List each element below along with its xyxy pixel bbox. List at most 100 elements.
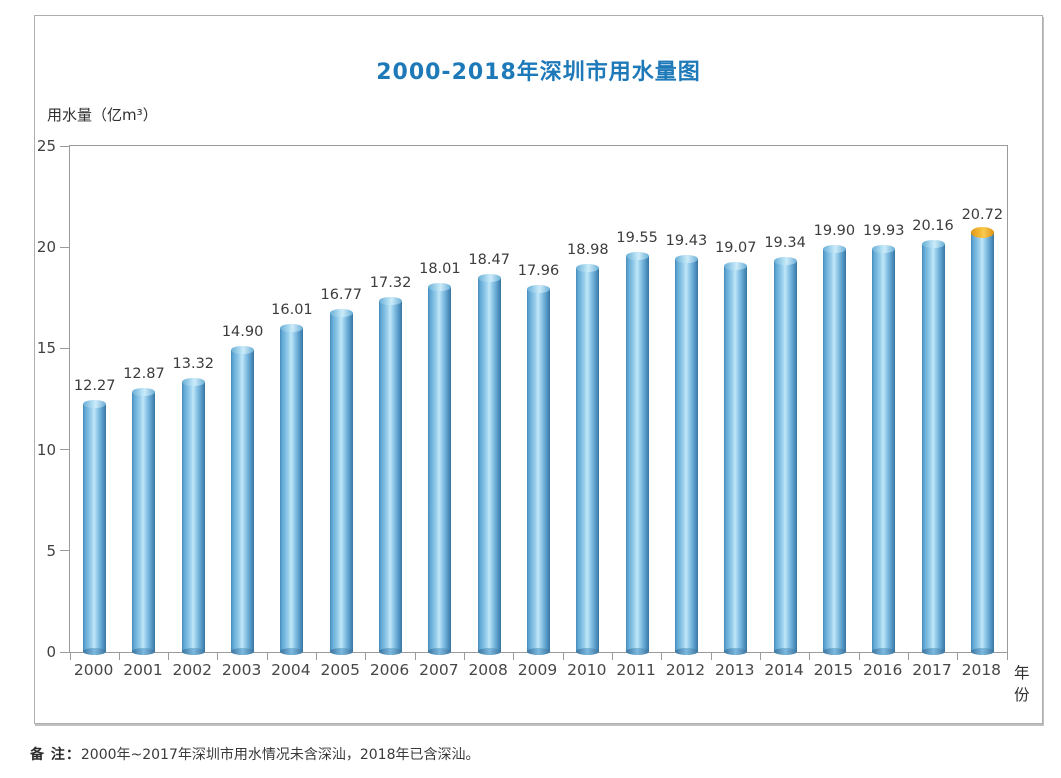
bar-bottom-cap <box>280 648 304 655</box>
x-tick-label: 2007 <box>419 661 459 679</box>
bar-top-cap <box>625 252 649 261</box>
bar <box>822 245 846 655</box>
x-tick-mark <box>365 653 367 660</box>
bar-top-cap <box>132 387 156 396</box>
chart-title: 2000-2018年深圳市用水量图 <box>376 60 701 85</box>
bar-value-label: 17.96 <box>517 262 560 279</box>
x-tick-label: 2013 <box>715 661 755 679</box>
footnote: 备 注：2000年~2017年深圳市用水情况未含深汕，2018年已含深汕。 <box>30 744 480 764</box>
bar-bottom-cap <box>527 648 550 655</box>
bar <box>428 283 452 655</box>
bar-top-cap <box>231 346 255 355</box>
bar-bottom-cap <box>428 648 452 655</box>
bar-bottom-cap <box>329 648 353 655</box>
bar-value-label: 12.87 <box>123 365 165 382</box>
bar-bottom-cap <box>231 648 255 655</box>
bar-top-cap <box>970 226 994 238</box>
bar <box>921 239 945 655</box>
bar-bottom-cap <box>625 648 649 655</box>
x-tick-mark <box>1006 653 1008 660</box>
bar <box>231 346 255 655</box>
x-tick-label: 2008 <box>468 661 508 679</box>
y-tick-mark <box>60 449 69 451</box>
bar-bottom-cap <box>674 648 698 655</box>
x-tick-mark <box>759 653 761 660</box>
x-tick-label: 2011 <box>616 661 656 679</box>
x-tick-label: 2012 <box>665 661 706 679</box>
bar <box>724 262 748 655</box>
bar-bottom-cap <box>379 648 403 655</box>
bar-value-label: 17.32 <box>369 275 412 292</box>
footnote-text: 2000年~2017年深圳市用水情况未含深汕，2018年已含深汕。 <box>80 747 480 763</box>
x-tick-mark <box>858 653 860 660</box>
bar <box>527 284 550 655</box>
bar-top-cap <box>181 378 205 387</box>
bar <box>872 244 896 655</box>
y-tick-label: 15 <box>36 339 56 358</box>
x-tick-mark <box>907 653 909 660</box>
y-tick-label: 0 <box>46 643 56 661</box>
bar <box>970 226 994 655</box>
x-tick-mark <box>118 653 120 660</box>
bar-value-label: 12.27 <box>73 377 116 394</box>
bar <box>280 323 304 655</box>
bar-value-label: 14.90 <box>221 324 264 341</box>
x-tick-mark <box>414 653 416 660</box>
plot-area: 0 5 10 15 20 25 12.27 12.87 13.32 14.90 16.01 16.77… <box>37 137 1008 661</box>
bar <box>132 387 156 655</box>
bar-bottom-cap <box>83 648 107 655</box>
bar-top-cap <box>477 274 501 283</box>
bar <box>181 378 205 655</box>
bar-top-cap <box>724 262 748 271</box>
x-tick-mark <box>69 653 71 660</box>
y-tick-label: 5 <box>46 541 56 560</box>
x-tick-label: 2006 <box>369 661 410 679</box>
y-axis-title: 用水量（亿m³） <box>47 106 158 124</box>
x-tick-label: 2005 <box>320 661 360 679</box>
x-tick-mark <box>611 653 613 660</box>
x-tick-label: 2010 <box>567 661 607 679</box>
bar-top-cap <box>329 308 353 317</box>
bar <box>329 308 353 655</box>
y-tick-mark <box>60 651 69 653</box>
x-tick-mark <box>316 653 318 660</box>
y-tick-mark <box>60 246 69 248</box>
bar-top-cap <box>576 263 600 272</box>
bar-value-label: 19.07 <box>714 240 757 257</box>
bar-value-label: 16.77 <box>320 286 362 303</box>
bar-bottom-cap <box>724 648 748 655</box>
x-tick-label: 2003 <box>221 661 262 679</box>
bar-value-label: 19.90 <box>813 223 856 240</box>
x-tick-label: 2017 <box>912 661 952 679</box>
bar <box>625 252 649 655</box>
x-tick-label: 2001 <box>123 661 163 679</box>
x-tick-label: 2002 <box>172 661 212 679</box>
bar-bottom-cap <box>822 648 846 655</box>
x-tick-mark <box>464 653 466 660</box>
y-tick-mark <box>60 347 69 349</box>
bar <box>83 399 107 655</box>
x-tick-mark <box>661 653 663 660</box>
x-tick-mark <box>168 653 170 660</box>
bar-top-cap <box>280 323 304 332</box>
bar-value-label: 18.01 <box>419 261 461 278</box>
bar-bottom-cap <box>921 648 945 655</box>
bar-value-label: 19.55 <box>616 230 658 247</box>
bar-value-label: 19.43 <box>665 232 708 249</box>
y-tick-label: 20 <box>36 238 56 257</box>
y-tick-mark <box>60 550 69 552</box>
bar-top-cap <box>822 245 846 254</box>
bar-top-cap <box>379 297 403 306</box>
bar-value-label: 19.93 <box>862 222 905 239</box>
bar-top-cap <box>527 284 550 293</box>
x-tick-mark <box>266 653 268 660</box>
bar-top-cap <box>674 254 698 263</box>
x-axis-title: 年份 <box>1014 664 1030 704</box>
bar-value-label: 19.34 <box>764 234 806 251</box>
x-tick-label: 2018 <box>961 661 1002 679</box>
bar <box>576 263 600 655</box>
y-tick-mark <box>60 145 69 147</box>
bar-value-label: 18.98 <box>567 241 609 258</box>
bar-bottom-cap <box>773 648 797 655</box>
